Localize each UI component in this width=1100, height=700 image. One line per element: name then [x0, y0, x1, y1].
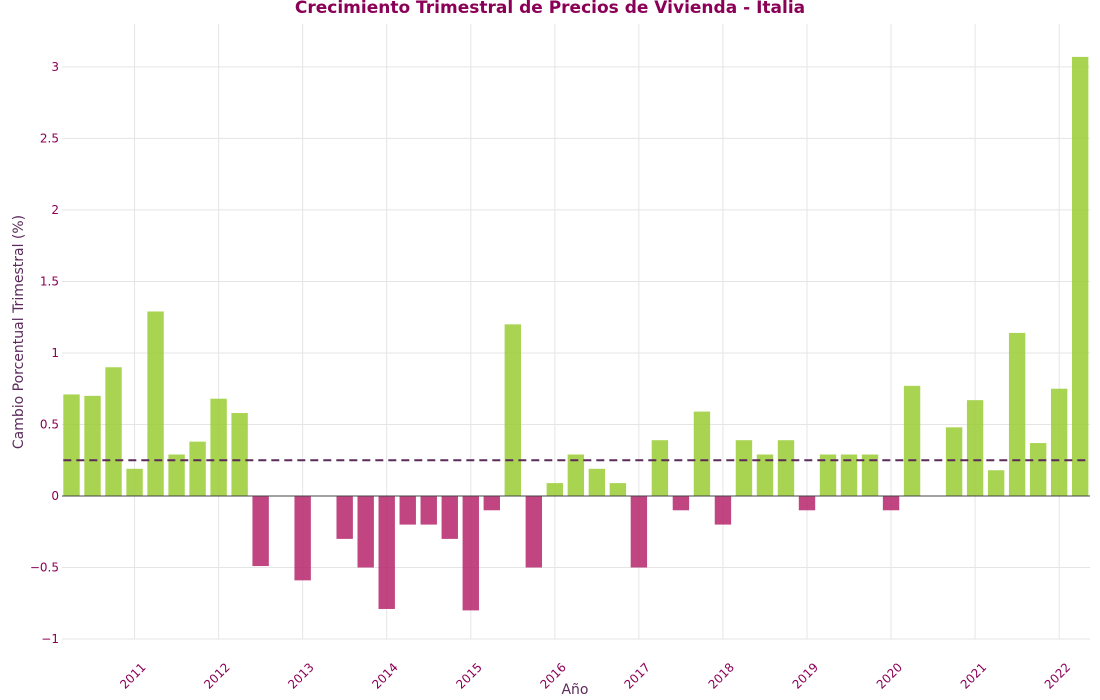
bar-negative	[672, 495, 690, 511]
x-tick-label: 2012	[201, 660, 232, 691]
bar-positive	[147, 311, 164, 496]
bar-positive	[861, 454, 879, 496]
x-tick-label: 2017	[622, 660, 653, 691]
bar-positive	[693, 411, 711, 496]
y-tick-label: 2	[51, 203, 59, 217]
bar-positive	[1050, 388, 1068, 496]
x-axis-title: Año	[561, 682, 588, 698]
y-tick-label: 1	[51, 346, 59, 360]
bar-positive	[819, 454, 837, 496]
bar-positive	[105, 367, 122, 496]
bar-positive	[756, 454, 774, 496]
bar-negative	[441, 495, 458, 539]
bar-positive	[63, 394, 80, 496]
bar-positive	[651, 440, 669, 496]
bar-positive	[504, 324, 521, 496]
bar-positive	[84, 395, 101, 496]
bar-positive	[945, 427, 963, 496]
lines	[62, 459, 1090, 497]
y-tick-label: −0.5	[30, 560, 59, 574]
bar-positive	[1008, 332, 1026, 496]
bar-negative	[630, 495, 648, 568]
bar-positive	[1029, 443, 1047, 496]
bar-positive	[987, 470, 1005, 496]
bar-positive	[588, 468, 606, 496]
grid	[62, 24, 1090, 640]
x-tick-label: 2014	[369, 660, 400, 691]
y-tick-label: 1.5	[40, 274, 59, 288]
x-tick-label: 2021	[958, 660, 989, 691]
bar-negative	[399, 495, 416, 525]
chart-title: Crecimiento Trimestral de Precios de Viv…	[295, 0, 805, 18]
bar-positive	[966, 400, 984, 496]
x-tick-label: 2013	[285, 660, 316, 691]
bar-positive	[126, 468, 143, 496]
bar-negative	[294, 495, 311, 581]
bar-negative	[525, 495, 543, 568]
bar-positive	[735, 440, 753, 496]
bar-positive	[168, 454, 185, 496]
bar-negative	[378, 495, 395, 609]
bar-positive	[210, 398, 227, 496]
x-tick-label: 2018	[706, 660, 737, 691]
bar-positive	[840, 454, 858, 496]
y-tick-label: −1	[41, 632, 59, 646]
bar-negative	[357, 495, 374, 568]
x-tick-label: 2019	[790, 660, 821, 691]
bar-positive	[1071, 56, 1089, 496]
bar-negative	[336, 495, 353, 539]
bar-positive	[567, 454, 585, 496]
x-tick-label: 2020	[874, 660, 905, 691]
x-tick-label: 2015	[453, 660, 484, 691]
bar-negative	[420, 495, 437, 525]
bar-negative	[714, 495, 732, 525]
bar-negative	[882, 495, 900, 511]
tick-labels: −1 −0.5 0 0.5 1 1.5 2 2.5 3 2011 2012 2013 2014 2015 2…	[30, 60, 1073, 692]
y-tick-label: 0.5	[40, 417, 59, 431]
bar-positive	[903, 385, 921, 496]
bar-negative	[462, 495, 479, 611]
bar-negative	[252, 495, 269, 567]
x-tick-label: 2011	[117, 660, 148, 691]
bar-negative	[483, 495, 500, 511]
bar-positive	[777, 440, 795, 496]
y-axis-title: Cambio Porcentual Trimestral (%)	[11, 215, 27, 449]
x-tick-label: 2022	[1042, 660, 1073, 691]
y-tick-label: 2.5	[40, 131, 59, 145]
y-tick-label: 0	[51, 489, 59, 503]
bar-positive	[189, 441, 206, 496]
bar-positive	[609, 483, 627, 496]
y-tick-label: 3	[51, 60, 59, 74]
bar-negative	[798, 495, 816, 511]
bars	[63, 56, 1089, 611]
bar-positive	[546, 483, 564, 496]
bar-positive	[231, 413, 248, 496]
